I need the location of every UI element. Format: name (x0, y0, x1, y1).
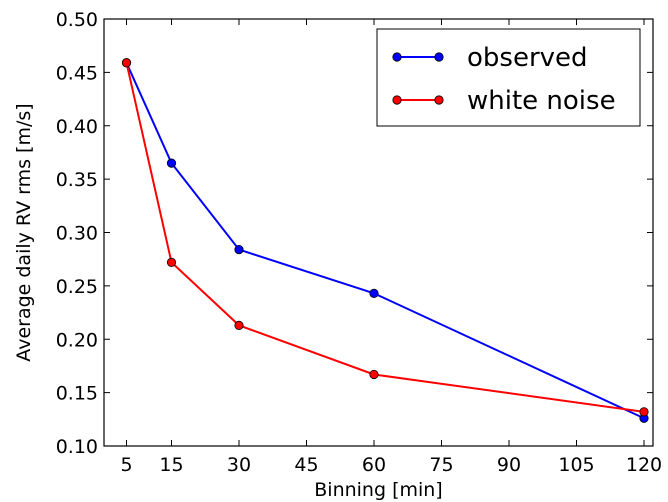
data-point-observed-30 (234, 244, 244, 255)
data-point-observed-60 (369, 288, 379, 298)
x-tick-label-5: 5 (120, 454, 132, 476)
data-point-white-noise-15 (166, 257, 177, 267)
legend-marker-end-observed (434, 52, 444, 62)
data-point-white-noise-5 (121, 58, 132, 68)
y-tick-label-0: 0.10 (56, 436, 98, 458)
data-point-observed-15 (166, 158, 177, 168)
legend-box (376, 28, 641, 127)
legend-label-white-noise: white noise (467, 86, 616, 116)
x-tick-label-75: 75 (429, 454, 453, 476)
ticks-layer: 5 15 30 45 60 75 90 105 120 0.10 0.15 0.20 0.25 0.30 0… (56, 9, 662, 476)
x-tick-label-60: 60 (362, 454, 386, 476)
y-tick-label-2: 0.20 (56, 329, 98, 351)
data-point-white-noise-30 (234, 320, 244, 330)
x-tick-label-15: 15 (159, 454, 183, 476)
legend-marker-start-observed (392, 52, 402, 62)
y-tick-label-6: 0.40 (56, 116, 98, 138)
y-tick-label-4: 0.30 (56, 223, 98, 245)
x-tick-label-120: 120 (626, 454, 662, 476)
data-point-white-noise-120 (639, 407, 649, 417)
x-axis-label: Binning [min] (314, 479, 442, 501)
y-tick-label-1: 0.15 (56, 383, 98, 405)
legend-label-observed: observed (467, 43, 588, 73)
y-axis-label: Average daily RV rms [m/s] (13, 103, 35, 361)
x-tick-label-30: 30 (227, 454, 251, 476)
x-tick-label-105: 105 (558, 454, 594, 476)
y-tick-label-5: 0.35 (56, 169, 98, 191)
data-point-white-noise-60 (369, 369, 379, 380)
legend-marker-start-white-noise (392, 95, 402, 105)
x-tick-label-45: 45 (294, 454, 318, 476)
legend: observed white noise (376, 28, 641, 127)
y-tick-label-8: 0.50 (56, 9, 98, 31)
y-tick-label-3: 0.25 (56, 276, 98, 298)
legend-marker-end-white-noise (434, 95, 444, 105)
series-layer (121, 58, 649, 423)
y-tick-label-7: 0.45 (56, 62, 98, 84)
x-tick-label-90: 90 (497, 454, 521, 476)
